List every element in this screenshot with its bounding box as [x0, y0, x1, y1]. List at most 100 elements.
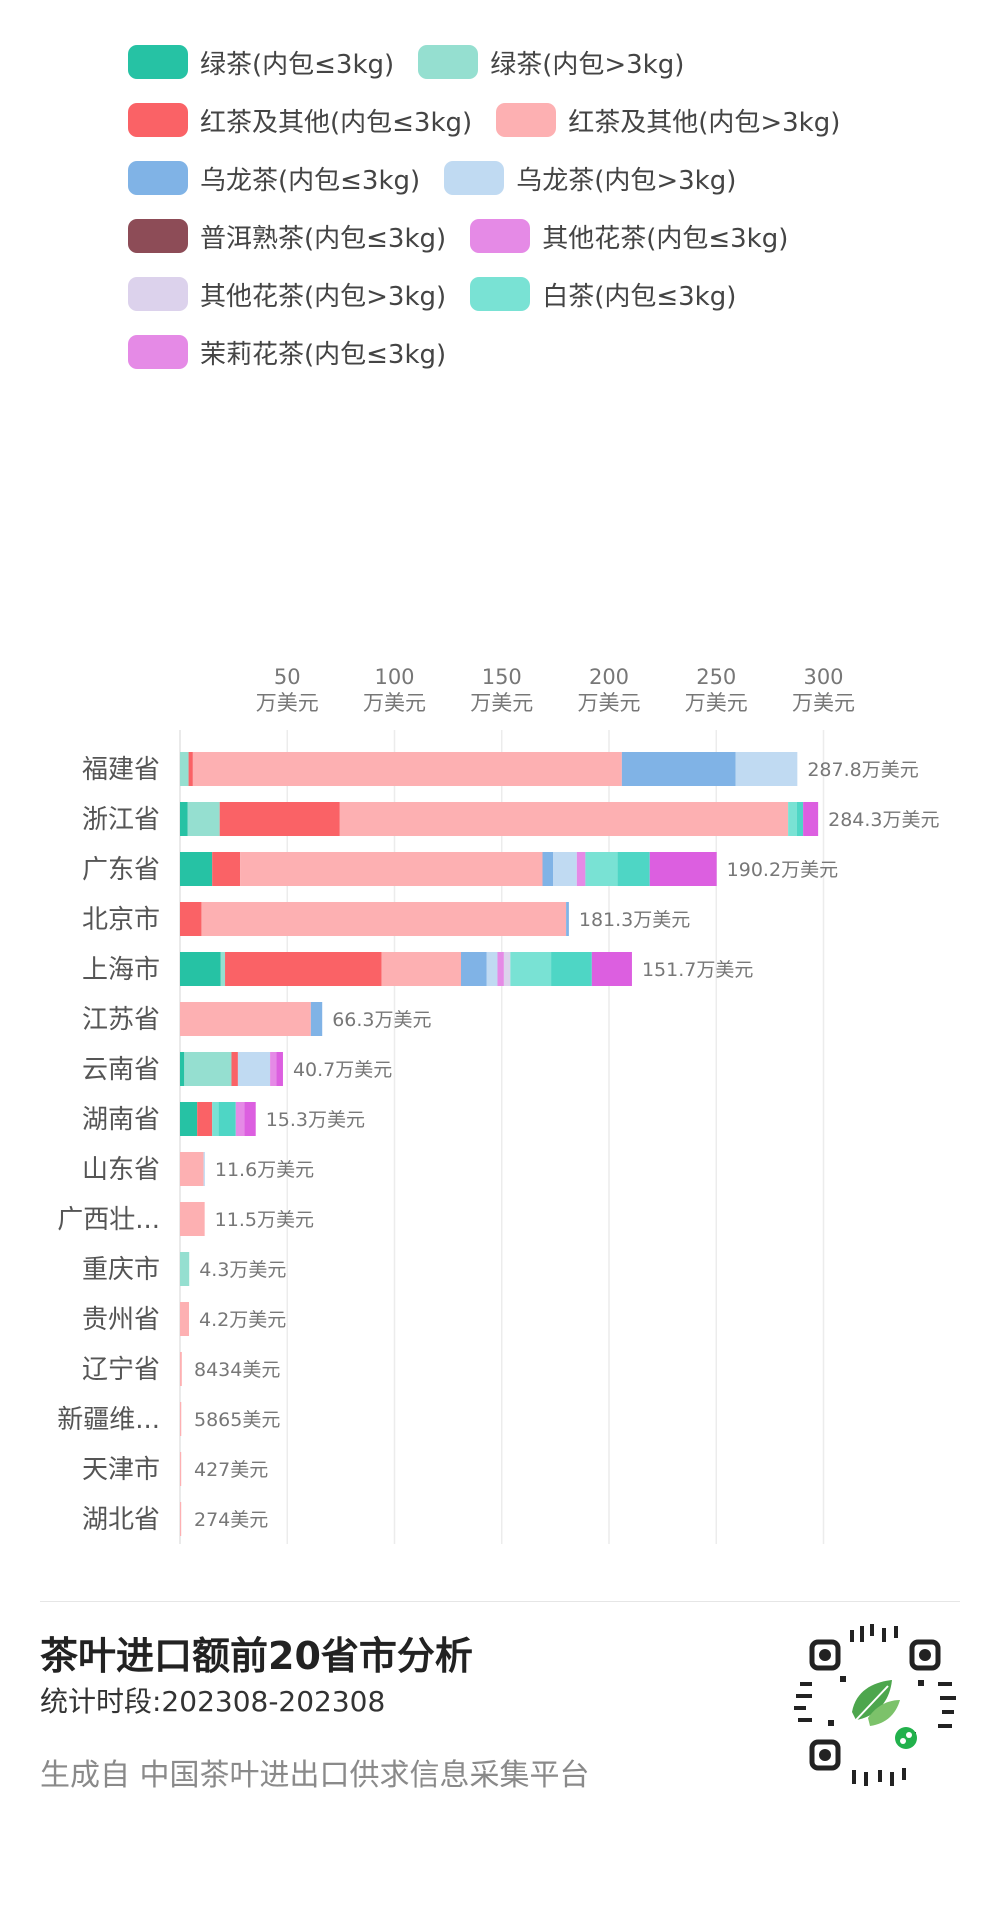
total-value-label: 8434美元 — [194, 1359, 280, 1381]
category-label: 山东省 — [82, 1155, 160, 1185]
bar-segment — [270, 1052, 277, 1086]
bar-segment — [617, 852, 650, 886]
legend-swatch — [128, 45, 188, 79]
x-tick-label: 300 — [803, 665, 843, 689]
legend-label: 乌龙茶(内包≤3kg) — [200, 165, 421, 196]
bar-segment — [231, 1052, 238, 1086]
bar-segment — [180, 1152, 204, 1186]
bar-segment — [188, 752, 193, 786]
bar-segment — [197, 1102, 213, 1136]
bar-segment — [180, 1052, 185, 1086]
total-value-label: 4.3万美元 — [199, 1259, 286, 1281]
legend-swatch — [444, 161, 505, 195]
category-label: 广东省 — [82, 855, 160, 885]
legend-item[interactable]: 乌龙茶(内包>3kg) — [444, 160, 736, 196]
total-value-label: 151.7万美元 — [642, 959, 753, 981]
footer-divider — [40, 1601, 960, 1602]
bar-segment — [621, 752, 736, 786]
category-label: 湖南省 — [82, 1105, 160, 1135]
bar-segment — [212, 1102, 219, 1136]
x-tick-label: 50 — [274, 665, 301, 689]
bar-segment — [184, 1052, 232, 1086]
bar-segment — [180, 1402, 182, 1436]
bar-segment — [180, 1252, 190, 1286]
legend-swatch — [128, 161, 188, 195]
bar-segment — [201, 902, 567, 936]
legend-item[interactable]: 白茶(内包≤3kg) — [470, 276, 736, 312]
x-tick-label: 100 — [374, 665, 414, 689]
bar-segment — [503, 952, 511, 986]
x-tick-unit: 万美元 — [363, 691, 426, 715]
bar-segment — [235, 1102, 245, 1136]
legend-swatch — [128, 277, 188, 311]
total-value-label: 5865美元 — [194, 1409, 280, 1431]
x-tick-label: 150 — [482, 665, 522, 689]
category-label: 北京市 — [82, 905, 160, 935]
total-value-label: 287.8万美元 — [807, 759, 918, 781]
legend-item[interactable]: 绿茶(内包>3kg) — [418, 44, 684, 80]
bar-segment — [244, 1102, 256, 1136]
legend-swatch — [470, 277, 531, 311]
category-label: 新疆维... — [57, 1405, 160, 1435]
legend-item[interactable]: 普洱熟茶(内包≤3kg) — [128, 218, 446, 254]
bar-segment — [486, 952, 498, 986]
chart-legend: 绿茶(内包≤3kg) 绿茶(内包>3kg) 红茶及其他(内包≤3kg) 红茶及其他(内… — [128, 44, 988, 370]
legend-item[interactable]: 其他花茶(内包≤3kg) — [470, 218, 788, 254]
bar-segment — [551, 952, 592, 986]
bar-segment — [553, 852, 577, 886]
category-label: 广西壮... — [57, 1205, 160, 1235]
bar-segment — [219, 802, 340, 836]
legend-swatch — [418, 45, 479, 79]
legend-label: 其他花茶(内包>3kg) — [200, 281, 447, 312]
legend-item[interactable]: 绿茶(内包≤3kg) — [128, 44, 394, 80]
bar-segment — [276, 1052, 283, 1086]
bar-segment — [180, 1302, 190, 1336]
total-value-label: 190.2万美元 — [727, 859, 838, 881]
bar-segment — [203, 1152, 205, 1186]
bar-segment — [180, 1502, 182, 1536]
source-note: 生成自 中国茶叶进出口供求信息采集平台 — [40, 1758, 590, 1793]
category-label: 上海市 — [82, 955, 160, 985]
legend-item[interactable]: 其他花茶(内包>3kg) — [128, 276, 446, 312]
x-tick-unit: 万美元 — [578, 691, 641, 715]
bar-segment — [497, 952, 504, 986]
legend-item[interactable]: 乌龙茶(内包≤3kg) — [128, 160, 420, 196]
bar-segment — [585, 852, 618, 886]
bar-segment — [180, 1352, 182, 1386]
total-value-label: 274美元 — [194, 1509, 268, 1531]
legend-label: 普洱熟茶(内包≤3kg) — [200, 223, 447, 254]
bar-segment — [339, 802, 789, 836]
x-tick-unit: 万美元 — [685, 691, 748, 715]
bar-segment — [576, 852, 586, 886]
category-label: 云南省 — [82, 1055, 160, 1085]
bar-segment — [649, 852, 717, 886]
x-tick-unit: 万美元 — [792, 691, 855, 715]
total-value-label: 11.6万美元 — [215, 1159, 314, 1181]
bar-segment — [542, 852, 554, 886]
bar-segment — [566, 902, 569, 936]
bar-segment — [788, 802, 797, 836]
statistics-period: 统计时段:202308-202308 — [40, 1685, 386, 1718]
bar-segment — [460, 952, 487, 986]
bar-segment — [212, 852, 241, 886]
bar-segment — [510, 952, 552, 986]
total-value-label: 427美元 — [194, 1459, 268, 1481]
bar-segment — [180, 1102, 198, 1136]
total-value-label: 15.3万美元 — [266, 1109, 365, 1131]
legend-item[interactable]: 茉莉花茶(内包≤3kg) — [128, 334, 446, 370]
mini-program-qr-code[interactable] — [790, 1620, 960, 1790]
total-value-label: 181.3万美元 — [579, 909, 690, 931]
bar-segment — [310, 1002, 323, 1036]
total-value-label: 11.5万美元 — [215, 1209, 314, 1231]
legend-item[interactable]: 红茶及其他(内包≤3kg) — [128, 102, 472, 138]
x-tick-unit: 万美元 — [470, 691, 533, 715]
total-value-label: 66.3万美元 — [332, 1009, 431, 1031]
category-label: 天津市 — [82, 1455, 160, 1485]
bar-segment — [180, 1002, 311, 1036]
legend-swatch — [496, 103, 557, 137]
category-label: 贵州省 — [82, 1305, 160, 1335]
x-tick-unit: 万美元 — [256, 691, 319, 715]
legend-label: 茉莉花茶(内包≤3kg) — [200, 339, 447, 370]
legend-label: 绿茶(内包>3kg) — [490, 49, 685, 80]
legend-item[interactable]: 红茶及其他(内包>3kg) — [496, 102, 840, 138]
